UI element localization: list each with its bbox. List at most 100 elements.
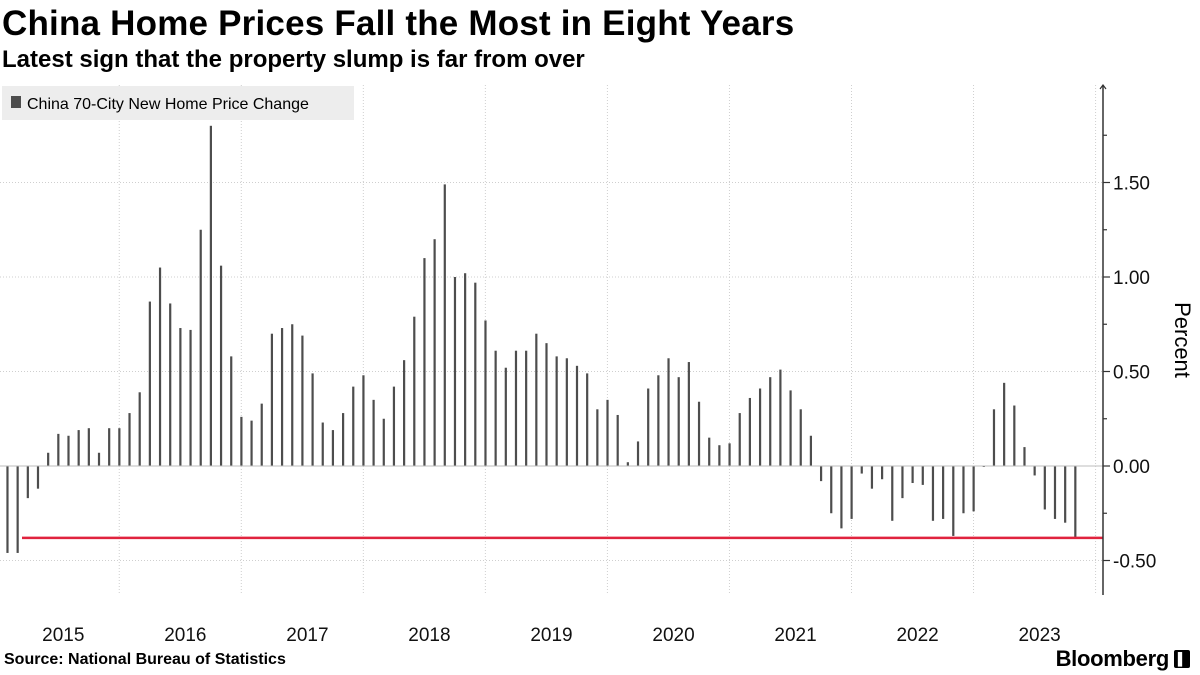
bar bbox=[403, 360, 406, 466]
bar bbox=[789, 390, 792, 466]
bar bbox=[881, 466, 884, 480]
bar bbox=[565, 358, 568, 466]
bar bbox=[413, 316, 416, 466]
bar bbox=[972, 466, 975, 512]
bar bbox=[667, 358, 670, 466]
bar bbox=[158, 267, 162, 466]
bar bbox=[891, 466, 894, 521]
bar bbox=[779, 369, 782, 466]
bar bbox=[138, 392, 141, 466]
bar bbox=[372, 399, 375, 466]
bar bbox=[1023, 447, 1026, 466]
bar bbox=[219, 265, 223, 466]
x-tick-label: 2023 bbox=[1018, 625, 1060, 646]
bar bbox=[484, 320, 487, 466]
legend-label: China 70-City New Home Price Change bbox=[27, 96, 309, 113]
bar bbox=[321, 422, 324, 466]
bar bbox=[108, 428, 111, 466]
x-tick-label: 2019 bbox=[530, 625, 572, 646]
bar bbox=[718, 445, 721, 466]
bar bbox=[97, 452, 101, 466]
bar bbox=[494, 350, 497, 466]
bar bbox=[921, 466, 924, 485]
legend-swatch bbox=[11, 96, 21, 108]
bar bbox=[769, 377, 772, 466]
bar bbox=[555, 356, 558, 466]
bar bbox=[1064, 466, 1067, 523]
bloomberg-badge-icon: ▌ bbox=[1174, 650, 1190, 668]
bar bbox=[514, 350, 518, 466]
bar bbox=[250, 420, 253, 466]
bar bbox=[758, 388, 762, 466]
bar bbox=[270, 333, 274, 466]
bar bbox=[708, 437, 711, 466]
bar bbox=[636, 441, 640, 466]
bar bbox=[301, 335, 304, 466]
bar bbox=[942, 466, 945, 519]
bar bbox=[1003, 382, 1006, 466]
brand-name: Bloomberg bbox=[1055, 646, 1170, 671]
y-tick-label: -0.50 bbox=[1113, 552, 1156, 573]
bar bbox=[1013, 405, 1016, 466]
x-tick-label: 2022 bbox=[896, 625, 938, 646]
bar bbox=[87, 428, 90, 466]
x-tick-label: 2017 bbox=[286, 625, 328, 646]
bar bbox=[453, 277, 457, 466]
bar bbox=[626, 462, 629, 466]
bar bbox=[352, 386, 355, 466]
y-tick-label: 1.50 bbox=[1113, 174, 1150, 195]
bar bbox=[992, 409, 996, 466]
bar bbox=[596, 409, 599, 466]
bar bbox=[57, 433, 60, 466]
y-tick-label: 0.00 bbox=[1113, 457, 1150, 478]
bar bbox=[362, 375, 365, 466]
bar bbox=[850, 466, 853, 519]
bar bbox=[697, 401, 701, 466]
bar bbox=[148, 301, 151, 466]
legend: China 70-City New Home Price Change bbox=[2, 86, 354, 120]
bar bbox=[128, 413, 131, 466]
bar bbox=[819, 466, 823, 482]
bar bbox=[677, 377, 680, 466]
bar bbox=[382, 418, 385, 466]
bar bbox=[748, 397, 751, 466]
bar bbox=[260, 403, 263, 466]
bar bbox=[809, 435, 813, 466]
bar bbox=[474, 282, 477, 466]
bar bbox=[545, 343, 548, 466]
bar bbox=[728, 443, 731, 466]
bar bbox=[606, 399, 609, 466]
bar bbox=[199, 229, 202, 466]
bar bbox=[47, 452, 50, 466]
bar bbox=[504, 367, 507, 466]
bar bbox=[189, 329, 192, 466]
y-axis-label: Percent bbox=[1170, 302, 1195, 378]
gridlines bbox=[0, 85, 1103, 595]
bar bbox=[901, 466, 904, 499]
chart-subtitle: Latest sign that the property slump is f… bbox=[2, 46, 585, 73]
bar bbox=[799, 409, 802, 466]
bar bbox=[525, 350, 528, 466]
bar bbox=[423, 258, 426, 466]
bar bbox=[830, 466, 833, 514]
bar bbox=[26, 466, 29, 499]
bar bbox=[575, 365, 579, 466]
bar bbox=[118, 428, 121, 466]
bar bbox=[911, 466, 914, 484]
bar bbox=[687, 362, 690, 466]
y-tick-label: 0.50 bbox=[1113, 363, 1150, 384]
bar bbox=[1074, 466, 1077, 538]
bar-series bbox=[0, 125, 1103, 553]
bar bbox=[342, 413, 345, 466]
bar bbox=[240, 416, 243, 466]
bar bbox=[280, 328, 284, 466]
source-note: Source: National Bureau of Statistics bbox=[4, 651, 286, 668]
bar bbox=[311, 373, 314, 466]
bar bbox=[209, 125, 212, 467]
bar bbox=[36, 466, 40, 489]
bar bbox=[840, 466, 843, 529]
bar bbox=[6, 466, 9, 553]
x-tick-label: 2020 bbox=[652, 625, 694, 646]
x-tick-label: 2018 bbox=[408, 625, 450, 646]
